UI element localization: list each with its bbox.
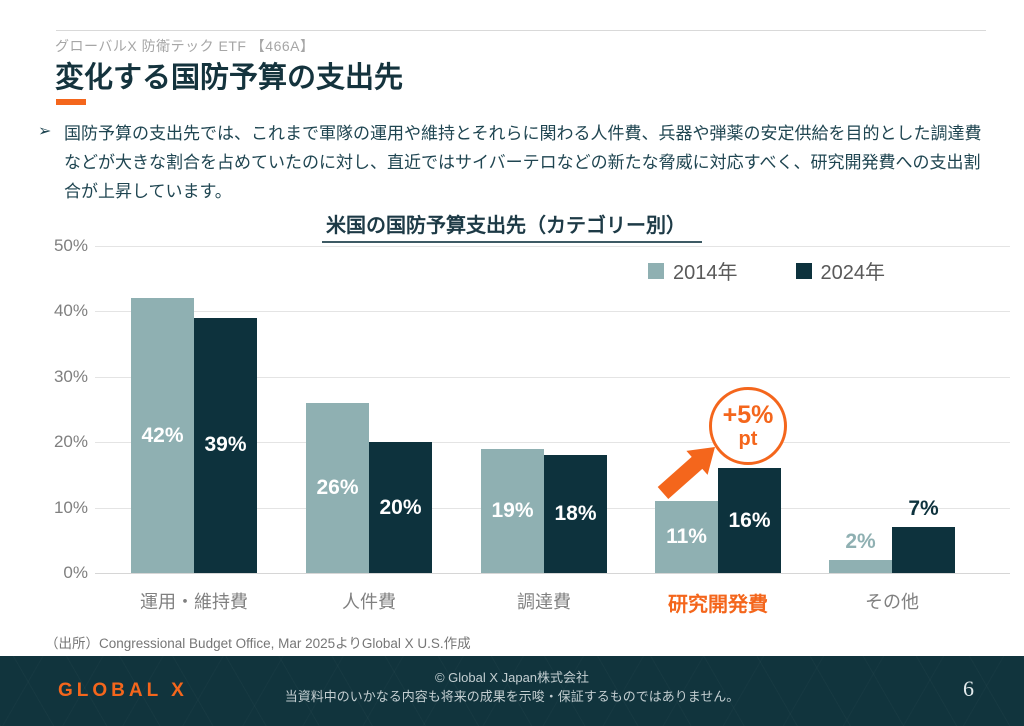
legend-label: 2024年 [820,262,886,284]
bar-2014年-調達費: 19% [481,448,544,573]
bar-group: 42% 39% [131,246,257,573]
category-axis: 運用・維持費 人件費 調達費 研究開発費 その他 [95,588,1010,616]
gridline [95,573,1010,574]
y-axis-tick: 0% [63,563,88,582]
bar-2024年-運用・維持費: 39% [194,317,257,573]
bar-value-label: 42% [141,423,184,447]
chart-title-wrap: 米国の国防予算支出先（カテゴリー別） [0,209,1024,243]
product-label: グローバルX 防衛テック ETF 【466A】 [55,38,315,54]
gridline [95,442,1010,444]
legend-swatch [648,262,664,279]
category-label: 人件費 [342,592,396,612]
title-accent-bar [56,99,86,105]
y-axis-tick: 50% [53,236,88,255]
bar-value-label: 16% [728,508,771,532]
bar-2024年-人件費: 20% [369,442,432,573]
footer-disclaimer: 当資料中のいかなる内容も将来の成果を示唆・保証するものではありません。 [284,688,740,704]
y-axis-tick: 30% [53,366,88,386]
bar-group: 19% 18% [481,246,607,573]
bar-2024年-研究開発費: 16% [718,468,781,573]
chart-title: 米国の国防予算支出先（カテゴリー別） [322,209,702,243]
legend-label: 2014年 [673,262,738,284]
bar-2014年-運用・維持費: 42% [131,298,194,573]
category-label: その他 [865,592,919,612]
top-divider [56,30,986,31]
source-note: （出所）Congressional Budget Office, Mar 202… [45,636,471,651]
bullet-arrow-icon: ➢ [38,123,52,140]
y-axis-tick: 20% [53,432,88,452]
bar-value-label: 18% [554,502,597,526]
page-title: 変化する国防予算の支出先 [55,62,404,94]
up-right-arrow-icon [657,447,715,499]
footer-copyright: © Global X Japan株式会社 [434,670,590,685]
intro-paragraph: ➢ 国防予算の支出先では、これまで軍隊の運用や維持とそれらに関わる人件費、兵器や… [38,119,990,207]
y-axis: 50% 40% 30% 20% 10% 0% [30,236,88,582]
bar-plot: 42% 39% 26% 20% 19% 18% 11% 16% 2% 7% [95,246,1010,574]
footer-disclaimer-block: © Global X Japan株式会社 当資料中のいかなる内容も将来の成果を示… [212,669,812,707]
category-label: 研究開発費 [668,594,768,616]
bar-group: 11% 16% [655,246,781,573]
bar-2024年-調達費: 18% [544,455,607,573]
category-label: 運用・維持費 [140,592,248,612]
bar-2024年-その他: 7% [892,497,955,573]
y-axis-tick: 10% [53,497,88,517]
bar-value-label: 39% [204,433,247,457]
y-axis-tick: 40% [53,301,88,321]
bar-value-label: 7% [908,497,939,521]
global-x-logo: GLOBAL X [58,680,188,701]
intro-text: 国防予算の支出先では、これまで軍隊の運用や維持とそれらに関わる人件費、兵器や弾薬… [64,124,982,202]
bar-value-label: 20% [379,495,422,519]
legend-item: 2024年 [795,256,886,285]
footer: GLOBAL X © Global X Japan株式会社 当資料中のいかなる内… [0,656,1024,726]
gridline [95,311,1010,313]
gridline [95,376,1010,378]
annotation-unit: pt [738,427,758,450]
legend-swatch [795,262,812,279]
page-number: 6 [963,676,974,701]
gridline [95,246,1010,247]
bar-2014年-その他: 2% [829,530,892,573]
annotation-value: +5% [722,401,774,430]
bar-2014年-人件費: 26% [306,402,369,573]
bar-group: 2% 7% [829,246,955,573]
annotation-badge: +5% pt [709,387,787,465]
bar-value-label: 11% [666,525,707,549]
chart-legend: 2014年 2024年 [648,256,885,285]
bar-group: 26% 20% [306,246,432,573]
bar-value-label: 2% [845,529,876,553]
legend-item: 2014年 [648,256,738,285]
bar-2014年-研究開発費: 11% [655,501,718,573]
bar-value-label: 26% [316,475,359,499]
category-label: 調達費 [517,592,571,612]
bar-value-label: 19% [491,498,534,522]
